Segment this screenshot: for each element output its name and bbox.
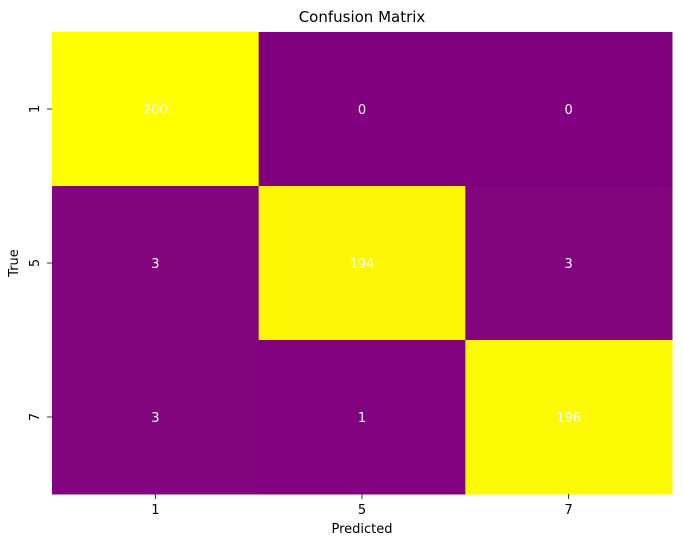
cell-value-label: 196 (556, 411, 581, 426)
y-tick-label: 1 (28, 105, 43, 113)
heatmap-cell-r7-c7 (465, 340, 673, 495)
cell-value-label: 3 (565, 257, 573, 272)
heatmap-cell-r7-c5 (258, 340, 466, 495)
heatmap-cell-r7-c1 (52, 340, 260, 495)
x-tick-label: 7 (565, 503, 573, 518)
chart-title: Confusion Matrix (299, 8, 426, 26)
y-tick-label: 7 (28, 413, 43, 421)
cell-value-label: 194 (350, 257, 375, 272)
cell-value-label: 3 (151, 257, 159, 272)
cell-value-label: 0 (358, 103, 366, 118)
heatmap-cells (52, 32, 673, 495)
y-axis-ticks: 1 5 7 (28, 105, 52, 421)
heatmap-cell-r1-c5 (258, 32, 466, 187)
heatmap-cell-r5-c1 (52, 186, 260, 341)
heatmap-annotations: 200 0 0 3 194 3 3 1 196 (143, 103, 581, 426)
x-axis-label: Predicted (331, 522, 392, 537)
heatmap-cell-r5-c5 (258, 186, 466, 341)
x-tick-label: 5 (358, 503, 366, 518)
heatmap-cell-r1-c7 (465, 32, 673, 187)
x-tick-label: 1 (151, 503, 159, 518)
cell-value-label: 200 (143, 103, 168, 118)
cell-value-label: 1 (358, 411, 366, 426)
y-tick-label: 5 (28, 259, 43, 267)
cell-value-label: 0 (565, 103, 573, 118)
x-axis-ticks: 1 5 7 (151, 494, 573, 518)
y-axis-label: True (7, 249, 22, 278)
heatmap-cell-r1-c1 (52, 32, 260, 187)
cell-value-label: 3 (151, 411, 159, 426)
heatmap-cell-r5-c7 (465, 186, 673, 341)
